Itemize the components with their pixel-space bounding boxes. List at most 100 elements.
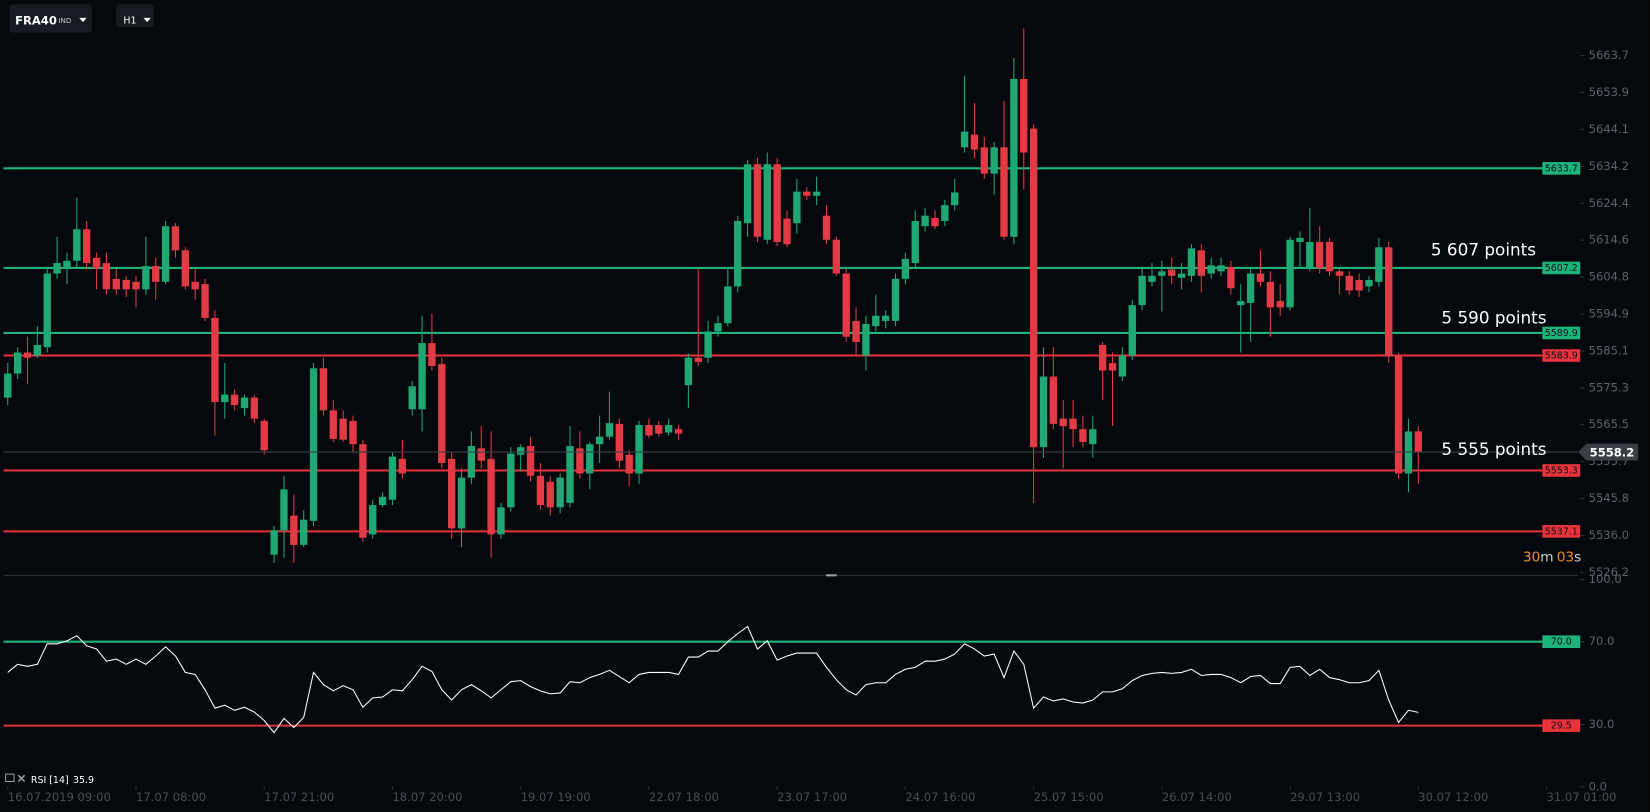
candle-body — [763, 164, 771, 240]
candle-body — [793, 191, 801, 224]
candle-body — [1365, 279, 1373, 287]
candle-body — [102, 263, 111, 290]
candle-body — [1059, 418, 1067, 427]
candle-body — [369, 505, 377, 535]
candle-body — [1128, 305, 1136, 356]
candle-body — [921, 215, 929, 227]
candle-body — [329, 410, 337, 439]
timeframe-selector[interactable] — [116, 4, 154, 28]
candle-body — [1148, 275, 1156, 282]
candle-body — [92, 257, 101, 269]
candle-body — [13, 352, 22, 374]
market: IND — [58, 16, 72, 25]
candle-body — [655, 425, 663, 434]
candle-body — [142, 266, 150, 290]
candle-body — [300, 519, 308, 545]
level-label: 5633.7 — [1545, 163, 1578, 174]
candle-body — [1049, 376, 1058, 424]
level-tag — [1542, 635, 1581, 649]
x-tick-label: 26.07 14:00 — [1162, 790, 1232, 804]
panel-resize-handle[interactable] — [826, 574, 837, 577]
candle-body — [221, 394, 229, 403]
candle-body — [674, 429, 683, 434]
candle-body — [536, 475, 545, 506]
candle-body — [615, 423, 624, 461]
candle-body — [872, 315, 880, 327]
candle-body — [704, 331, 712, 358]
candle-body — [250, 397, 259, 419]
candle-body — [842, 273, 850, 337]
x-tick-label: 30.07 12:00 — [1418, 790, 1488, 804]
candle-body — [1069, 418, 1077, 430]
y-tick-label: 5653.9 — [1589, 85, 1629, 99]
y-tick-label: 70.0 — [1589, 634, 1615, 648]
candle-countdown: 30m 03s — [1523, 549, 1581, 565]
candle-body — [112, 278, 120, 290]
candle-body — [309, 368, 318, 521]
level-tag — [1542, 525, 1581, 538]
countdown-minutes: 30 — [1523, 549, 1540, 565]
y-tick-label: 0.0 — [1589, 779, 1607, 793]
candle-body — [1286, 239, 1294, 308]
level-label: 5537.1 — [1545, 526, 1578, 537]
x-tick-label: 23.07 17:00 — [777, 790, 847, 804]
candle-body — [152, 266, 160, 282]
candle-body — [428, 343, 436, 367]
candle-body — [931, 217, 939, 227]
close-icon[interactable] — [17, 774, 26, 783]
candle-body — [941, 205, 949, 221]
candle-body — [970, 134, 979, 150]
annotation: 5 607 points — [1431, 239, 1536, 259]
candle-body — [852, 320, 860, 342]
candle-body — [1207, 265, 1215, 274]
y-tick-label: 5604.8 — [1589, 269, 1629, 283]
candle-body — [1375, 247, 1383, 282]
candle-body — [1010, 78, 1018, 237]
candle-body — [960, 131, 969, 148]
x-tick-label: 17.07 21:00 — [264, 790, 334, 804]
candle-body — [240, 397, 249, 409]
candle-body — [1296, 237, 1304, 243]
candle-body — [1306, 242, 1314, 269]
x-tick-label: 24.07 16:00 — [905, 790, 975, 804]
candle-body — [211, 317, 219, 403]
candle-body — [359, 444, 367, 538]
candle-body — [645, 425, 653, 436]
candle-body — [1089, 429, 1097, 445]
candle-body — [714, 323, 722, 332]
candle-body — [1335, 271, 1344, 276]
y-tick-label: 5585.1 — [1589, 343, 1629, 357]
candle-body — [260, 420, 268, 451]
candle-body — [122, 279, 130, 290]
candle-body — [497, 507, 505, 535]
x-tick-label: 31.07 01:00 — [1547, 790, 1617, 804]
candle-body — [822, 215, 831, 240]
candle-body — [881, 315, 890, 321]
y-tick-label: 5663.7 — [1589, 48, 1629, 62]
candle-body — [694, 357, 702, 362]
dropdown-arrow — [79, 17, 87, 23]
candle-body — [1039, 376, 1048, 448]
candle-body — [290, 515, 298, 545]
y-tick-label: 5565.5 — [1589, 417, 1629, 431]
candle-body — [951, 192, 959, 206]
candle-body — [1246, 273, 1255, 303]
level-label: 5583.9 — [1545, 351, 1578, 362]
candle-body — [349, 420, 357, 445]
level-label: 5553.3 — [1545, 466, 1578, 477]
symbol: FRA40 — [15, 14, 57, 28]
candle-body — [1177, 273, 1186, 278]
candle-body — [1217, 265, 1225, 272]
candle-body — [1385, 247, 1393, 356]
toolbar: FRA40 IND H1 — [9, 4, 154, 33]
candle-body — [280, 489, 288, 531]
candle-body — [773, 164, 781, 243]
candle-body — [191, 281, 199, 290]
symbol-selector[interactable] — [9, 4, 92, 33]
candle-body — [803, 191, 811, 196]
settings-icon[interactable] — [5, 773, 15, 783]
y-tick-label: 5545.8 — [1589, 491, 1629, 505]
level-tag — [1542, 261, 1581, 275]
candle-body — [1237, 301, 1245, 306]
candle-body — [901, 258, 910, 279]
